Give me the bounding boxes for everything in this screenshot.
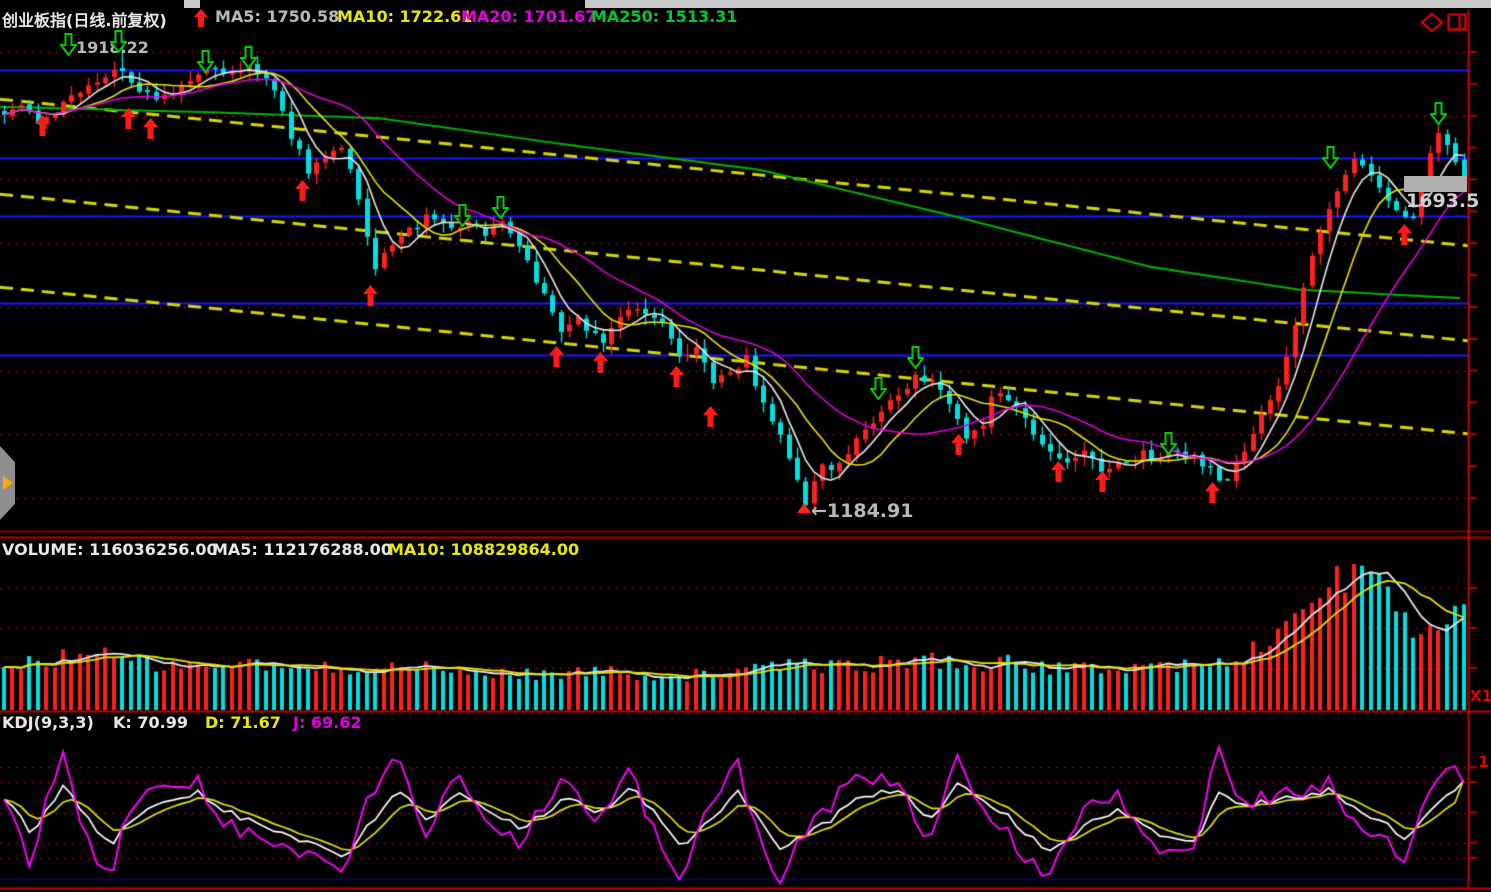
sell-arrow-icon (196, 50, 215, 74)
chevron-right-icon (3, 476, 13, 490)
volume-value-label: VOLUME: 116036256.00 (2, 540, 218, 559)
buy-arrow-icon (143, 118, 160, 141)
instrument-title: 创业板指(日线.前复权) (2, 11, 167, 30)
last-price-label: 1693.5 (1406, 190, 1480, 212)
buy-arrow-icon (1205, 482, 1222, 505)
kdj-j-label: J: 69.62 (293, 713, 362, 732)
sell-arrow-icon (109, 30, 128, 54)
buy-arrow-icon (669, 366, 686, 389)
high-price-label: 1918.22 (76, 38, 149, 57)
window-edge-strip (585, 0, 1491, 8)
volume-scale-label: X1 (1470, 687, 1491, 705)
sell-arrow-icon (491, 196, 510, 220)
sell-arrow-icon (869, 377, 888, 401)
ma250-legend: MA250: 1513.31 (591, 7, 738, 26)
buy-arrow-icon (593, 352, 610, 375)
buy-arrow-icon (35, 115, 52, 138)
buy-arrow-icon (549, 346, 566, 369)
ma5-legend: MA5: 1750.58 (215, 7, 340, 26)
diamond-icon[interactable] (1420, 12, 1444, 37)
buy-arrow-icon (1397, 224, 1414, 247)
sell-arrow-icon (1429, 102, 1448, 126)
sell-arrow-icon (1321, 146, 1340, 170)
buy-arrow-icon (703, 406, 720, 429)
buy-arrow-icon (363, 285, 380, 308)
split-window-icon[interactable] (1447, 12, 1467, 36)
kdj-k-label: K: 70.99 (113, 713, 188, 732)
last-price-marker (1404, 176, 1467, 192)
kdj-d-label: D: 71.67 (205, 713, 281, 732)
sell-arrow-icon (59, 33, 78, 57)
buy-arrow-icon (121, 108, 138, 131)
kdj-name-label: KDJ(9,3,3) (2, 713, 94, 732)
ma20-legend: MA20: 1701.67 (461, 7, 597, 26)
buy-signal-legend-icon (194, 9, 208, 31)
sidebar-expand-handle[interactable] (0, 446, 15, 520)
sell-arrow-icon (906, 346, 925, 370)
sell-arrow-icon (239, 46, 258, 70)
buy-arrow-icon (295, 180, 312, 203)
low-marker-icon (797, 503, 811, 513)
buy-arrow-icon (1051, 461, 1068, 484)
volume-ma10-label: MA10: 108829864.00 (388, 540, 580, 559)
low-price-label: ←1184.91 (811, 500, 914, 522)
volume-ma5-label: MA5: 112176288.00 (212, 540, 392, 559)
sell-arrow-icon (1159, 432, 1178, 456)
kdj-axis-label: 1 (1478, 752, 1490, 771)
buy-arrow-icon (1095, 471, 1112, 494)
window-edge-fragment (184, 0, 200, 8)
sell-arrow-icon (453, 204, 472, 228)
buy-arrow-icon (951, 434, 968, 457)
ma10-legend: MA10: 1722.61 (337, 7, 473, 26)
